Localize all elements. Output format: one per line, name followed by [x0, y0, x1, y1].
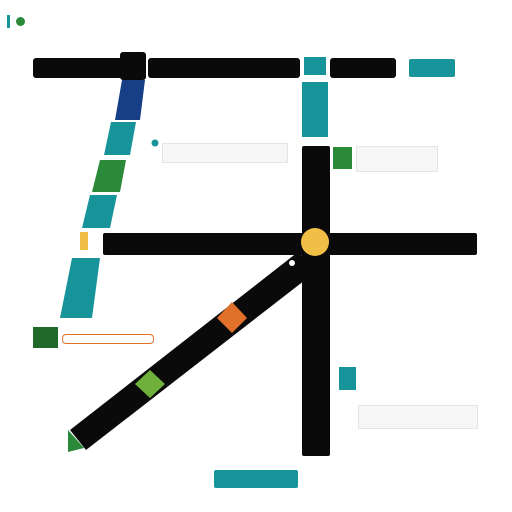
- strip-block-green: [92, 160, 126, 192]
- pin-dot: [289, 260, 295, 266]
- road-top-center: [148, 58, 300, 78]
- block-dark-green[interactable]: [33, 327, 58, 348]
- column-block-top: [304, 57, 326, 75]
- marker-orange[interactable]: [217, 302, 247, 333]
- junction-marker-yellow[interactable]: [301, 228, 329, 256]
- strip-block-teal-3: [60, 258, 100, 318]
- road-top-left: [33, 58, 125, 78]
- info-panel-bottom-right: [358, 405, 478, 429]
- road-middle: [103, 233, 477, 255]
- top-right-button[interactable]: [409, 59, 455, 77]
- road-diagonal: [70, 252, 318, 450]
- column-block-main: [302, 82, 328, 137]
- small-yellow-marker: [80, 232, 88, 250]
- block-teal-bottom[interactable]: [339, 367, 356, 390]
- road-top-right: [330, 58, 396, 78]
- junction-top: [120, 52, 146, 80]
- info-line: [62, 334, 154, 344]
- strip-block-teal-2: [82, 195, 117, 228]
- info-panel-top-left: [162, 143, 288, 163]
- green-dot-logo-icon: [16, 17, 25, 26]
- info-panel-top-right: [356, 146, 438, 172]
- marker-green[interactable]: [135, 370, 165, 398]
- strip-block-navy: [115, 80, 145, 120]
- road-vertical: [302, 146, 330, 456]
- block-green-right[interactable]: [333, 147, 352, 169]
- marker-end-green[interactable]: [68, 430, 84, 452]
- pin-dot-left: [151, 139, 159, 147]
- status-marker: [7, 15, 10, 28]
- strip-block-teal-1: [104, 122, 136, 155]
- bottom-button[interactable]: [214, 470, 298, 488]
